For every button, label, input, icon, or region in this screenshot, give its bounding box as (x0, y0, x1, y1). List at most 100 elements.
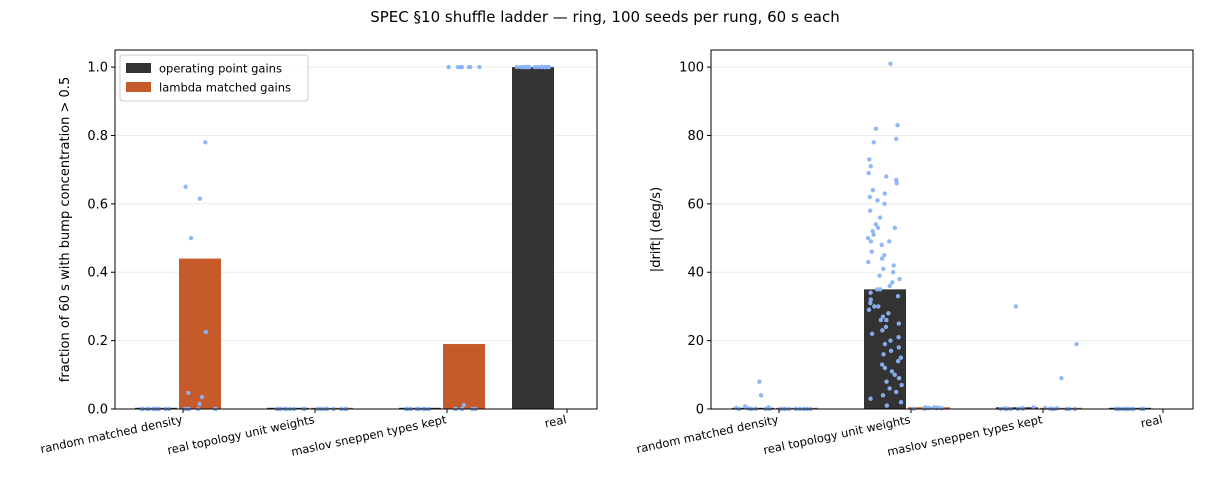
seed-point (883, 324, 889, 330)
seed-point (871, 140, 876, 145)
y-tick-label: 0.4 (87, 266, 108, 281)
seed-point (446, 64, 451, 70)
seed-point (186, 390, 191, 396)
seed-point (894, 136, 899, 142)
y-tick-label: 1.0 (87, 61, 108, 76)
seed-point (886, 311, 891, 316)
seed-point (869, 249, 874, 254)
seed-point (199, 394, 205, 400)
seed-point (891, 263, 896, 268)
seed-point (884, 174, 889, 179)
seed-point (884, 317, 889, 323)
seed-point (197, 196, 203, 201)
seed-point (188, 235, 194, 241)
bar (512, 67, 554, 409)
seed-point (872, 304, 877, 309)
seed-point (539, 64, 544, 70)
seed-point (889, 369, 895, 374)
y-tick-label: 0.0 (87, 403, 108, 418)
seed-point (203, 329, 209, 335)
seed-point (897, 276, 902, 282)
x-tick-label: real (543, 412, 567, 430)
seed-point (868, 300, 873, 306)
legend-label: operating point gains (159, 62, 282, 76)
seed-point (882, 341, 888, 347)
legend-swatch (126, 82, 151, 92)
seed-point (881, 266, 886, 272)
seed-point (879, 256, 885, 261)
seed-point (887, 239, 892, 244)
seed-point (879, 242, 884, 248)
seed-point (867, 208, 873, 213)
seed-point (870, 229, 875, 234)
seed-point (868, 239, 874, 244)
seed-point (874, 287, 880, 292)
seed-point (873, 126, 879, 131)
y-tick-label: 20 (687, 334, 704, 349)
seed-point (887, 386, 892, 391)
seed-point (878, 317, 884, 323)
seed-point (868, 164, 873, 169)
seed-point (1074, 341, 1079, 347)
seed-point (877, 215, 883, 220)
seed-point (455, 64, 461, 70)
seed-point (203, 140, 208, 145)
y-tick-label: 0.6 (87, 197, 108, 212)
y-tick-label: 80 (687, 129, 704, 144)
seed-point (882, 365, 888, 371)
seed-point (875, 225, 881, 230)
y-tick-label: 100 (679, 61, 704, 76)
seed-point (527, 64, 532, 70)
seed-point (742, 404, 748, 409)
seed-point (867, 194, 872, 200)
seed-point (880, 314, 886, 319)
x-tick-label: real (1139, 412, 1163, 430)
legend-box (119, 54, 309, 102)
seed-point (866, 307, 872, 313)
legend-label: lambda matched gains (159, 81, 291, 95)
seed-point (466, 64, 472, 70)
seed-point (894, 177, 899, 183)
seed-point (477, 64, 482, 70)
seed-point (882, 201, 887, 207)
figure-title: SPEC §10 shuffle ladder — ring, 100 seed… (370, 8, 840, 26)
seed-point (459, 64, 465, 70)
seed-point (887, 283, 892, 289)
seed-point (868, 297, 874, 302)
seed-point (892, 225, 898, 230)
y-tick-label: 0 (696, 403, 704, 418)
seed-point (898, 355, 904, 360)
seed-point (882, 191, 887, 196)
seed-point (866, 259, 871, 265)
seed-point (532, 64, 538, 70)
seed-point (877, 273, 882, 278)
seed-point (880, 328, 885, 333)
bar (443, 344, 485, 409)
seed-point (888, 61, 893, 66)
seed-point (890, 270, 896, 275)
seed-point (866, 170, 871, 176)
seed-point (895, 358, 901, 364)
seed-point (758, 393, 764, 398)
seed-point (183, 184, 188, 189)
seed-point (869, 331, 875, 336)
seed-point (896, 345, 902, 350)
seed-point (757, 379, 762, 384)
seed-point (868, 396, 873, 401)
seed-point (884, 403, 890, 408)
y-axis-label: fraction of 60 s with bump concentration… (58, 77, 73, 382)
legend-swatch (126, 63, 151, 73)
seed-point (896, 335, 901, 340)
seed-point (894, 181, 899, 186)
seed-point (867, 157, 872, 162)
seed-point (895, 293, 901, 299)
seed-point (892, 372, 897, 378)
seed-point (1031, 405, 1036, 410)
seed-point (890, 280, 895, 285)
seed-point (888, 338, 893, 343)
y-axis-label: |drift| (deg/s) (649, 187, 664, 272)
seed-point (873, 222, 879, 227)
seed-point (868, 290, 873, 295)
seed-point (871, 232, 876, 237)
